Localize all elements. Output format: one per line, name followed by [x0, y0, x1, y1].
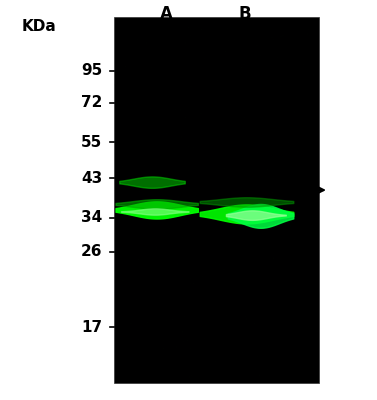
Ellipse shape	[280, 86, 281, 88]
Text: KDa: KDa	[21, 19, 56, 34]
Ellipse shape	[272, 192, 273, 194]
Text: 72: 72	[81, 95, 103, 110]
Ellipse shape	[166, 214, 167, 216]
Ellipse shape	[185, 42, 186, 44]
Ellipse shape	[268, 344, 270, 346]
Ellipse shape	[184, 316, 185, 317]
Ellipse shape	[256, 152, 257, 154]
Ellipse shape	[216, 229, 217, 230]
Ellipse shape	[317, 264, 318, 266]
Ellipse shape	[273, 38, 274, 40]
Text: 34: 34	[81, 210, 103, 225]
Ellipse shape	[147, 322, 148, 324]
Text: 55: 55	[81, 135, 103, 150]
Ellipse shape	[172, 318, 173, 320]
Text: A: A	[159, 5, 173, 23]
Ellipse shape	[313, 66, 314, 67]
Ellipse shape	[138, 258, 139, 260]
Ellipse shape	[185, 117, 186, 118]
Ellipse shape	[188, 27, 189, 28]
Ellipse shape	[191, 86, 192, 87]
Ellipse shape	[273, 257, 274, 259]
Ellipse shape	[313, 74, 314, 76]
Ellipse shape	[190, 278, 192, 279]
Ellipse shape	[239, 229, 241, 231]
Ellipse shape	[271, 37, 273, 38]
Ellipse shape	[225, 314, 227, 316]
Ellipse shape	[244, 64, 245, 65]
Text: 26: 26	[81, 244, 103, 259]
Ellipse shape	[266, 172, 267, 174]
Ellipse shape	[242, 168, 244, 170]
Ellipse shape	[123, 279, 124, 281]
Ellipse shape	[150, 67, 152, 68]
Ellipse shape	[125, 66, 126, 68]
Ellipse shape	[130, 323, 132, 324]
Ellipse shape	[187, 340, 188, 341]
Text: B: B	[238, 5, 251, 23]
Ellipse shape	[163, 348, 164, 350]
Text: 17: 17	[81, 320, 103, 335]
Ellipse shape	[150, 108, 151, 109]
Ellipse shape	[183, 340, 184, 342]
Ellipse shape	[227, 177, 228, 178]
Ellipse shape	[280, 36, 282, 37]
FancyBboxPatch shape	[113, 17, 319, 383]
Ellipse shape	[201, 113, 202, 114]
Text: 95: 95	[81, 64, 103, 78]
Ellipse shape	[178, 196, 179, 198]
Ellipse shape	[146, 42, 147, 44]
Ellipse shape	[259, 374, 260, 376]
Ellipse shape	[241, 67, 242, 68]
Ellipse shape	[294, 238, 295, 240]
Ellipse shape	[189, 376, 190, 378]
Ellipse shape	[224, 269, 225, 270]
Ellipse shape	[254, 322, 255, 324]
Ellipse shape	[313, 366, 314, 368]
Ellipse shape	[307, 33, 308, 35]
Text: 43: 43	[81, 171, 103, 186]
Ellipse shape	[308, 29, 310, 31]
Ellipse shape	[118, 30, 120, 32]
Ellipse shape	[230, 103, 231, 105]
Ellipse shape	[193, 283, 194, 284]
Ellipse shape	[241, 187, 242, 188]
Ellipse shape	[244, 116, 245, 118]
Ellipse shape	[257, 355, 259, 357]
Ellipse shape	[201, 29, 202, 30]
Ellipse shape	[267, 169, 268, 170]
Ellipse shape	[242, 352, 244, 354]
